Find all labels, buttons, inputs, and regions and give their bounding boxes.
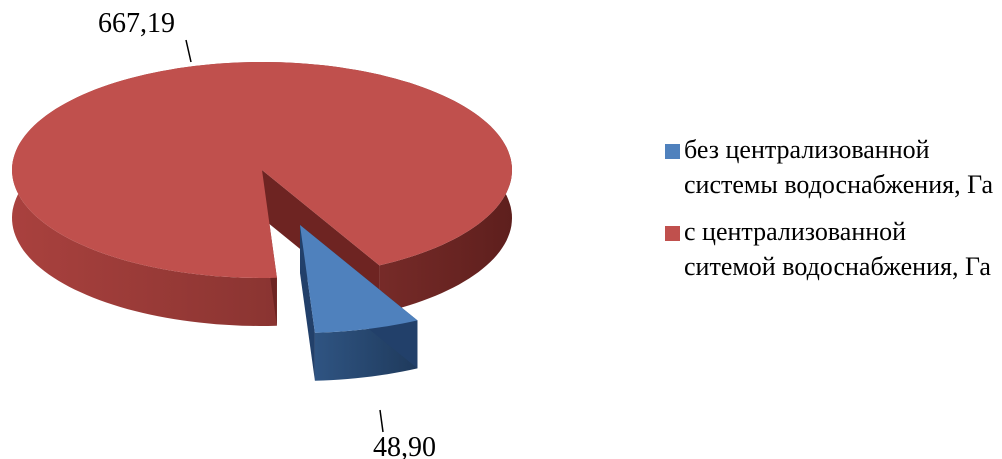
pie-slice [12, 62, 512, 326]
legend: без централизованной системы водоснабжен… [662, 132, 997, 296]
legend-swatch [665, 144, 680, 159]
legend-swatch [665, 226, 680, 241]
data-label: 667,19 [98, 8, 175, 39]
leader-line [185, 39, 192, 63]
leader-line [379, 409, 384, 433]
data-label: 48,90 [373, 432, 436, 459]
slice-top [300, 225, 418, 333]
legend-label: без централизованной системы водоснабжен… [684, 135, 993, 199]
legend-label: с централизованной ситемой водоснабжения… [684, 217, 991, 281]
slice-top [12, 62, 512, 278]
pie-slice [300, 225, 418, 381]
slice-cut-face [300, 225, 315, 381]
legend-item: с централизованной ситемой водоснабжения… [662, 214, 997, 284]
legend-item: без централизованной системы водоснабжен… [662, 132, 997, 202]
